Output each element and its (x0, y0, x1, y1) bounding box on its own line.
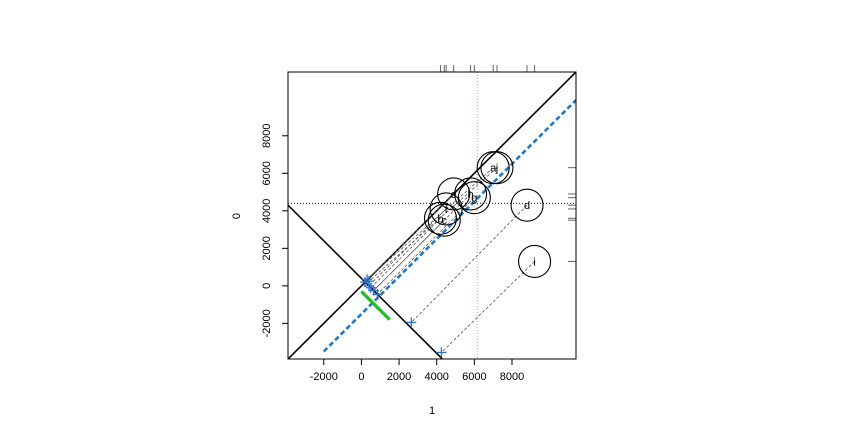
y-tick-label-5: 8000 (261, 124, 273, 148)
point-label-a: a (490, 163, 497, 175)
projection-line-j (368, 167, 498, 282)
point-circle-c (427, 203, 461, 237)
point-label-f: f (445, 204, 449, 216)
point-circle-j (480, 151, 514, 185)
projection-line-g (377, 197, 475, 295)
y-axis-label: 0 (231, 213, 243, 219)
x-tick-label-3: 4000 (424, 371, 448, 383)
point-label-d: d (524, 200, 530, 212)
perpendicular-line (288, 204, 444, 359)
point-label-j: j (495, 163, 498, 175)
rugs-layer (439, 65, 576, 262)
x-tick-label-1: 0 (358, 371, 364, 383)
point-label-e: e (451, 189, 457, 201)
x-tick-label-2: 2000 (387, 371, 411, 383)
projection-line-a (366, 167, 494, 280)
point-circle-f (429, 192, 463, 226)
x-tick-label-4: 6000 (462, 371, 486, 383)
x-axis-label: 1 (429, 405, 435, 417)
point-circle-d (510, 188, 544, 222)
projection-line-b (370, 218, 441, 289)
mean-difference-line (322, 99, 576, 353)
axes-layer: -2000 0 2000 4000 6000 8000 -2000 0 2000 4000 6000… (261, 124, 524, 383)
plot-frame (287, 71, 577, 360)
point-label-h: h (468, 189, 474, 201)
projection-line-d (411, 204, 528, 323)
point-label-b: b (437, 213, 443, 225)
y-tick-label-0: -2000 (261, 309, 273, 337)
projection-line-f (368, 208, 447, 287)
projection-line-e (364, 193, 454, 283)
y-tick-label-2: 2000 (261, 236, 273, 260)
x-tick-label-0: -2000 (310, 371, 338, 383)
point-label-i: i (533, 256, 535, 268)
point-circle-g (457, 181, 491, 215)
projection-line-i (441, 261, 535, 353)
point-circle-h (454, 177, 488, 211)
points-layer: a j e hg fbc d i (360, 151, 552, 358)
point-label-c: c (441, 215, 447, 227)
point-circle-b (423, 201, 458, 235)
point-circle-i (518, 244, 552, 279)
y-tick-label-4: 6000 (261, 161, 273, 185)
point-label-g: g (471, 193, 477, 205)
x-tick-label-5: 8000 (500, 371, 524, 383)
mean-difference-segment (360, 290, 391, 321)
y-tick-label-1: 0 (261, 283, 273, 289)
y-tick-label-3: 4000 (261, 199, 273, 223)
reference-lines-layer (288, 72, 576, 359)
